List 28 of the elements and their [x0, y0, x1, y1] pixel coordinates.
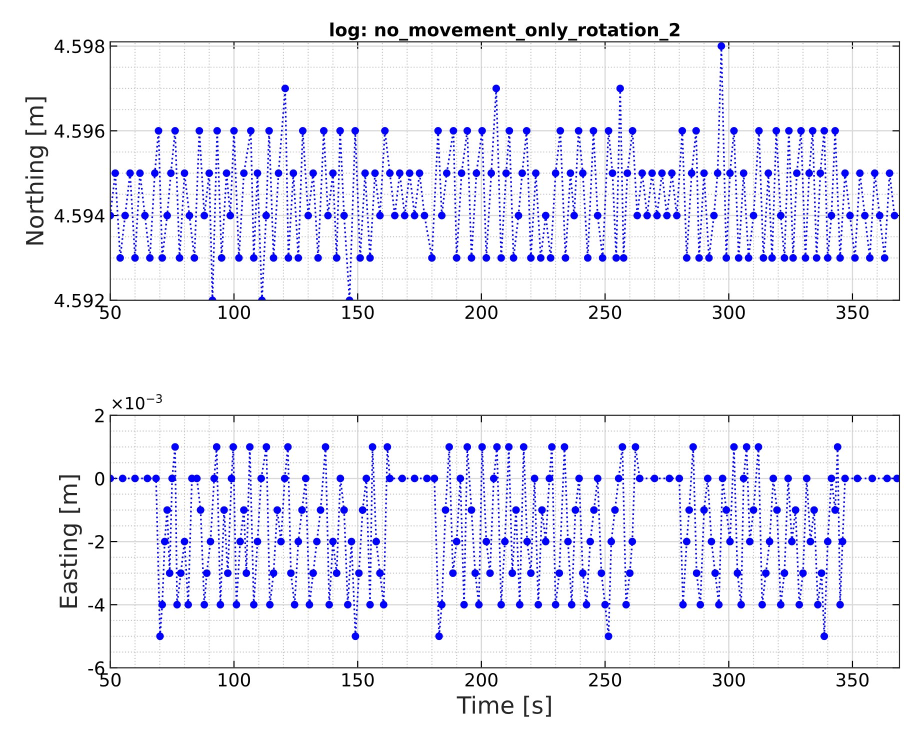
y-axis-title: Easting [m]	[59, 475, 82, 608]
y-axis-title: Northing [m]	[25, 97, 48, 244]
y-tick-label: 2	[95, 408, 104, 422]
x-tick-label: 100	[218, 305, 250, 320]
x-tick-label: 50	[100, 305, 121, 320]
x-tick-label: 350	[836, 305, 869, 320]
y-tick-label: -6	[88, 661, 104, 675]
y-tick-label: -2	[88, 535, 104, 548]
x-tick-label: 300	[712, 673, 745, 687]
y-tick-label: -4	[88, 598, 104, 612]
x-tick-label: 200	[465, 673, 498, 687]
y-tick-label: 4.598	[54, 40, 104, 54]
x-tick-label: 100	[218, 673, 250, 687]
y-tick-label: 4.594	[54, 209, 104, 223]
x-tick-label: 250	[589, 673, 622, 687]
x-tick-label: 150	[342, 673, 374, 687]
y-tick-label: 4.596	[54, 124, 104, 138]
x-tick-label: 250	[589, 305, 622, 320]
x-axis-title: Time [s]	[456, 696, 551, 717]
y-tick-label: 4.592	[54, 294, 104, 308]
x-tick-label: 350	[836, 673, 869, 687]
x-tick-label: 300	[712, 305, 745, 320]
y-tick-label: 0	[95, 472, 104, 486]
x-tick-label: 150	[342, 305, 374, 320]
x-tick-label: 200	[465, 305, 498, 320]
x-tick-label: 50	[100, 673, 121, 687]
chart-title: log: no_movement_only_rotation_2	[330, 22, 680, 41]
text: ×10$^{−3}$	[112, 394, 162, 410]
